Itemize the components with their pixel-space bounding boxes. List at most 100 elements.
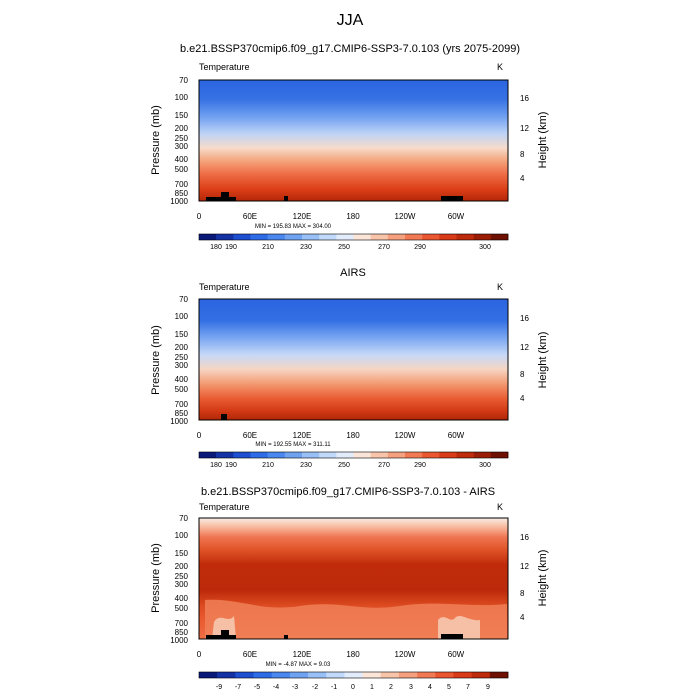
colorbar-swatch <box>473 234 492 240</box>
panel-2-title: AIRS <box>340 267 366 279</box>
y2-tick-label: 8 <box>520 150 525 159</box>
colorbar-swatch <box>422 452 440 458</box>
colorbar-label: -1 <box>331 684 337 691</box>
y-tick-label: 200 <box>175 562 189 571</box>
colorbar-label: -4 <box>273 684 279 691</box>
panel-3-anomaly-features <box>205 599 507 639</box>
colorbar-swatch <box>199 672 218 678</box>
panel-1-x-ticks: 0 60E 120E 180 120W 60W <box>197 212 465 221</box>
colorbar-label: -3 <box>292 684 298 691</box>
x-tick-label: 60W <box>448 650 465 659</box>
y-tick-label: 100 <box>175 312 189 321</box>
y-tick-label: 200 <box>175 343 189 352</box>
colorbar-label: 300 <box>479 462 491 469</box>
y2-tick-label: 12 <box>520 343 529 352</box>
colorbar-frame <box>198 233 509 241</box>
colorbar-swatch <box>471 672 491 678</box>
colorbar-swatch <box>490 452 509 458</box>
y2-tick-label: 4 <box>520 613 525 622</box>
panel-2-right-string: K <box>497 282 503 292</box>
x-tick-label: 120E <box>293 431 312 440</box>
colorbar-label: 210 <box>262 462 274 469</box>
x-tick-label: 0 <box>197 431 202 440</box>
panel-3-left-string: Temperature <box>199 502 250 512</box>
x-tick-label: 120W <box>395 431 416 440</box>
colorbar-swatch <box>387 452 406 458</box>
y-tick-label: 700 <box>175 619 189 628</box>
colorbar-swatch <box>284 452 303 458</box>
y-tick-label: 150 <box>175 111 189 120</box>
colorbar-label: 210 <box>262 244 274 251</box>
colorbar-swatch <box>362 672 382 678</box>
colorbar-swatch <box>422 234 440 240</box>
colorbar-swatch <box>326 672 345 678</box>
panel-2-y2-ticks: 16 12 8 4 <box>520 314 529 403</box>
y-tick-label: 400 <box>175 375 189 384</box>
colorbar-swatch <box>250 452 268 458</box>
colorbar-swatch <box>387 234 406 240</box>
colorbar-label: 300 <box>479 244 491 251</box>
panel-1-y2label: Height (km) <box>537 112 549 169</box>
y-tick-label: 500 <box>175 385 189 394</box>
panel-2-colorbar-labels: 180 190 210 230 250 270 290 300 <box>210 462 491 469</box>
panel-3-right-string: K <box>497 502 503 512</box>
colorbar-label: 230 <box>300 244 312 251</box>
y2-tick-label: 4 <box>520 174 525 183</box>
panel-1-topography <box>206 192 463 201</box>
colorbar-swatch <box>319 452 337 458</box>
colorbar-swatch <box>353 452 371 458</box>
colorbar-swatch <box>398 672 418 678</box>
colorbar-swatch <box>370 452 389 458</box>
colorbar-swatch <box>319 234 337 240</box>
colorbar-swatch <box>336 452 354 458</box>
panel-3-topography <box>206 630 463 639</box>
colorbar-swatch <box>439 234 457 240</box>
y-tick-label: 70 <box>179 295 188 304</box>
colorbar-swatch <box>289 672 309 678</box>
panel-2-topography <box>221 414 227 420</box>
panel-1-left-string: Temperature <box>199 62 250 72</box>
y2-tick-label: 16 <box>520 314 529 323</box>
panel-2-left-string: Temperature <box>199 282 250 292</box>
panel-3-title: b.e21.BSSP370cmip6.f09_g17.CMIP6-SSP3-7.… <box>201 486 495 498</box>
colorbar-label: 250 <box>338 462 350 469</box>
y-tick-label: 250 <box>175 134 189 143</box>
panel-1: b.e21.BSSP370cmip6.f09_g17.CMIP6-SSP3-7.… <box>150 43 549 251</box>
panel-1-field <box>199 80 508 201</box>
colorbar-swatch <box>336 234 354 240</box>
x-tick-label: 180 <box>346 212 360 221</box>
y-tick-label: 200 <box>175 124 189 133</box>
panel-2-colorbar <box>198 451 509 459</box>
colorbar-swatch <box>235 672 254 678</box>
panel-1-frame <box>198 79 509 202</box>
panel-3-ylabel: Pressure (mb) <box>150 543 162 613</box>
colorbar-label: 5 <box>447 684 451 691</box>
colorbar-swatch <box>199 234 217 240</box>
colorbar-label: 1 <box>370 684 374 691</box>
y-tick-label: 500 <box>175 165 189 174</box>
colorbar-swatch <box>380 672 400 678</box>
x-tick-label: 120W <box>395 650 416 659</box>
x-tick-label: 60W <box>448 431 465 440</box>
y2-tick-label: 8 <box>520 589 525 598</box>
colorbar-swatch <box>216 452 234 458</box>
colorbar-label: 190 <box>225 462 237 469</box>
colorbar-swatch <box>308 672 327 678</box>
colorbar-label: -5 <box>254 684 260 691</box>
colorbar-swatch <box>233 452 251 458</box>
colorbar-frame <box>198 451 509 459</box>
colorbar-label: 0 <box>351 684 355 691</box>
x-tick-label: 0 <box>197 650 202 659</box>
colorbar-swatch <box>267 234 286 240</box>
colorbar-label: -9 <box>216 684 222 691</box>
colorbar-swatch <box>417 672 436 678</box>
colorbar-swatch <box>250 234 268 240</box>
panel-1-y-ticks: 70 100 150 200 250 300 400 500 700 850 1… <box>170 76 188 206</box>
colorbar-swatch <box>456 234 474 240</box>
colorbar-swatch <box>271 672 291 678</box>
colorbar-label: 230 <box>300 462 312 469</box>
y-tick-label: 150 <box>175 330 189 339</box>
colorbar-label: 250 <box>338 244 350 251</box>
colorbar-swatch <box>233 234 251 240</box>
